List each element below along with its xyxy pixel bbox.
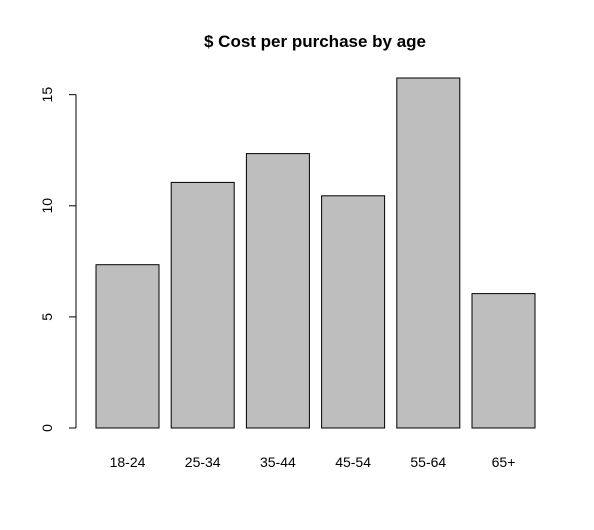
bars bbox=[95, 77, 536, 429]
y-tick-label: 5 bbox=[39, 313, 55, 321]
x-tick-label: 18-24 bbox=[110, 454, 146, 470]
x-tick-label: 25-34 bbox=[185, 454, 221, 470]
x-tick-label: 55-64 bbox=[410, 454, 446, 470]
y-axis: 0 5 10 15 bbox=[39, 87, 77, 432]
x-tick-label: 65+ bbox=[492, 454, 516, 470]
bar-35-44 bbox=[245, 153, 310, 429]
y-tick-label: 10 bbox=[39, 198, 55, 214]
bar-25-34 bbox=[170, 181, 235, 429]
bar-65+ bbox=[471, 293, 536, 429]
y-tick-label: 0 bbox=[39, 424, 55, 432]
bar-55-64 bbox=[396, 77, 461, 429]
bar-45-54 bbox=[321, 195, 386, 429]
bar-18-24 bbox=[95, 264, 160, 429]
y-tick-label: 15 bbox=[39, 87, 55, 103]
x-tick-label: 35-44 bbox=[260, 454, 296, 470]
chart-title: $ Cost per purchase by age bbox=[204, 32, 426, 51]
x-axis-labels: 18-24 25-34 35-44 45-54 55-64 65+ bbox=[110, 454, 516, 470]
x-tick-label: 45-54 bbox=[335, 454, 371, 470]
